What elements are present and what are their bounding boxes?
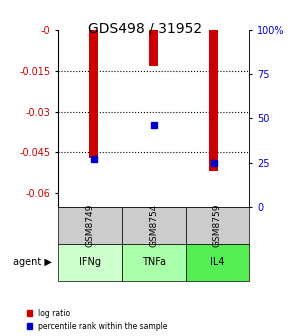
Text: GSM8759: GSM8759 bbox=[213, 203, 222, 247]
Bar bbox=[89, 30, 98, 158]
Text: IFNg: IFNg bbox=[79, 257, 101, 267]
Text: TNFa: TNFa bbox=[142, 257, 166, 267]
Text: agent ▶: agent ▶ bbox=[13, 257, 52, 267]
Text: IL4: IL4 bbox=[210, 257, 225, 267]
Bar bbox=[149, 30, 158, 66]
Text: GDS498 / 31952: GDS498 / 31952 bbox=[88, 22, 202, 36]
Text: GSM8749: GSM8749 bbox=[85, 203, 95, 247]
Legend: log ratio, percentile rank within the sample: log ratio, percentile rank within the sa… bbox=[27, 309, 168, 331]
Bar bbox=[209, 30, 218, 171]
Text: GSM8754: GSM8754 bbox=[149, 203, 158, 247]
